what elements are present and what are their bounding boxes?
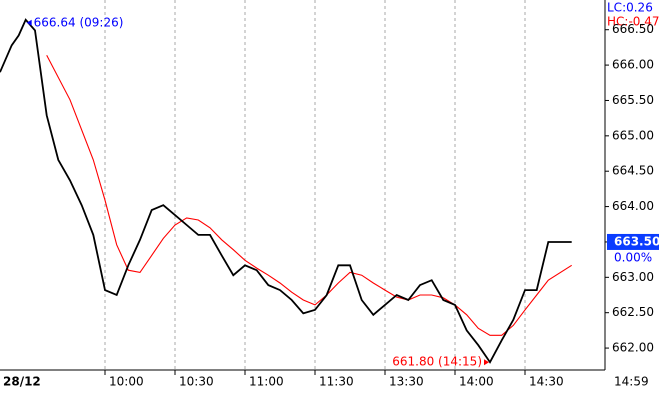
x-tick-label: 11:00 [249, 375, 284, 389]
x-tick-label: 13:30 [389, 375, 424, 389]
x-tick-label: 10:00 [109, 375, 144, 389]
annotation: 661.80 (14:15) [392, 355, 482, 369]
y-tick-label: 662.50 [612, 305, 654, 319]
x-tick-label: 14:30 [529, 375, 564, 389]
y-tick-label: 664.00 [612, 199, 654, 213]
y-tick-label: 664.50 [612, 164, 654, 178]
end-time-label: 14:59 [614, 375, 649, 389]
y-tick-label: 665.00 [612, 128, 654, 142]
series-line [0, 18, 572, 364]
annotation: 666.64 (09:26) [34, 15, 124, 29]
change-label: 0.00% [614, 250, 652, 264]
annotation-arrowhead [484, 359, 489, 366]
x-tick-label: 11:30 [319, 375, 354, 389]
y-tick-label: 662.00 [612, 341, 654, 355]
lc-label: LC:0.26 [607, 1, 653, 15]
y-tick-label: 666.50 [612, 22, 654, 36]
last-price-box [607, 233, 659, 250]
y-tick-label: 663.00 [612, 270, 654, 284]
series-line [46, 54, 572, 336]
hc-label: HC:-0.47 [607, 15, 660, 29]
annotation-arrowhead [26, 19, 32, 26]
date-label: 28/12 [3, 375, 41, 389]
last-price-label: 663.50 [614, 234, 660, 248]
x-tick-label: 14:00 [459, 375, 494, 389]
y-tick-label: 665.50 [612, 93, 654, 107]
x-tick-label: 10:30 [179, 375, 214, 389]
y-tick-label: 666.00 [612, 58, 654, 72]
